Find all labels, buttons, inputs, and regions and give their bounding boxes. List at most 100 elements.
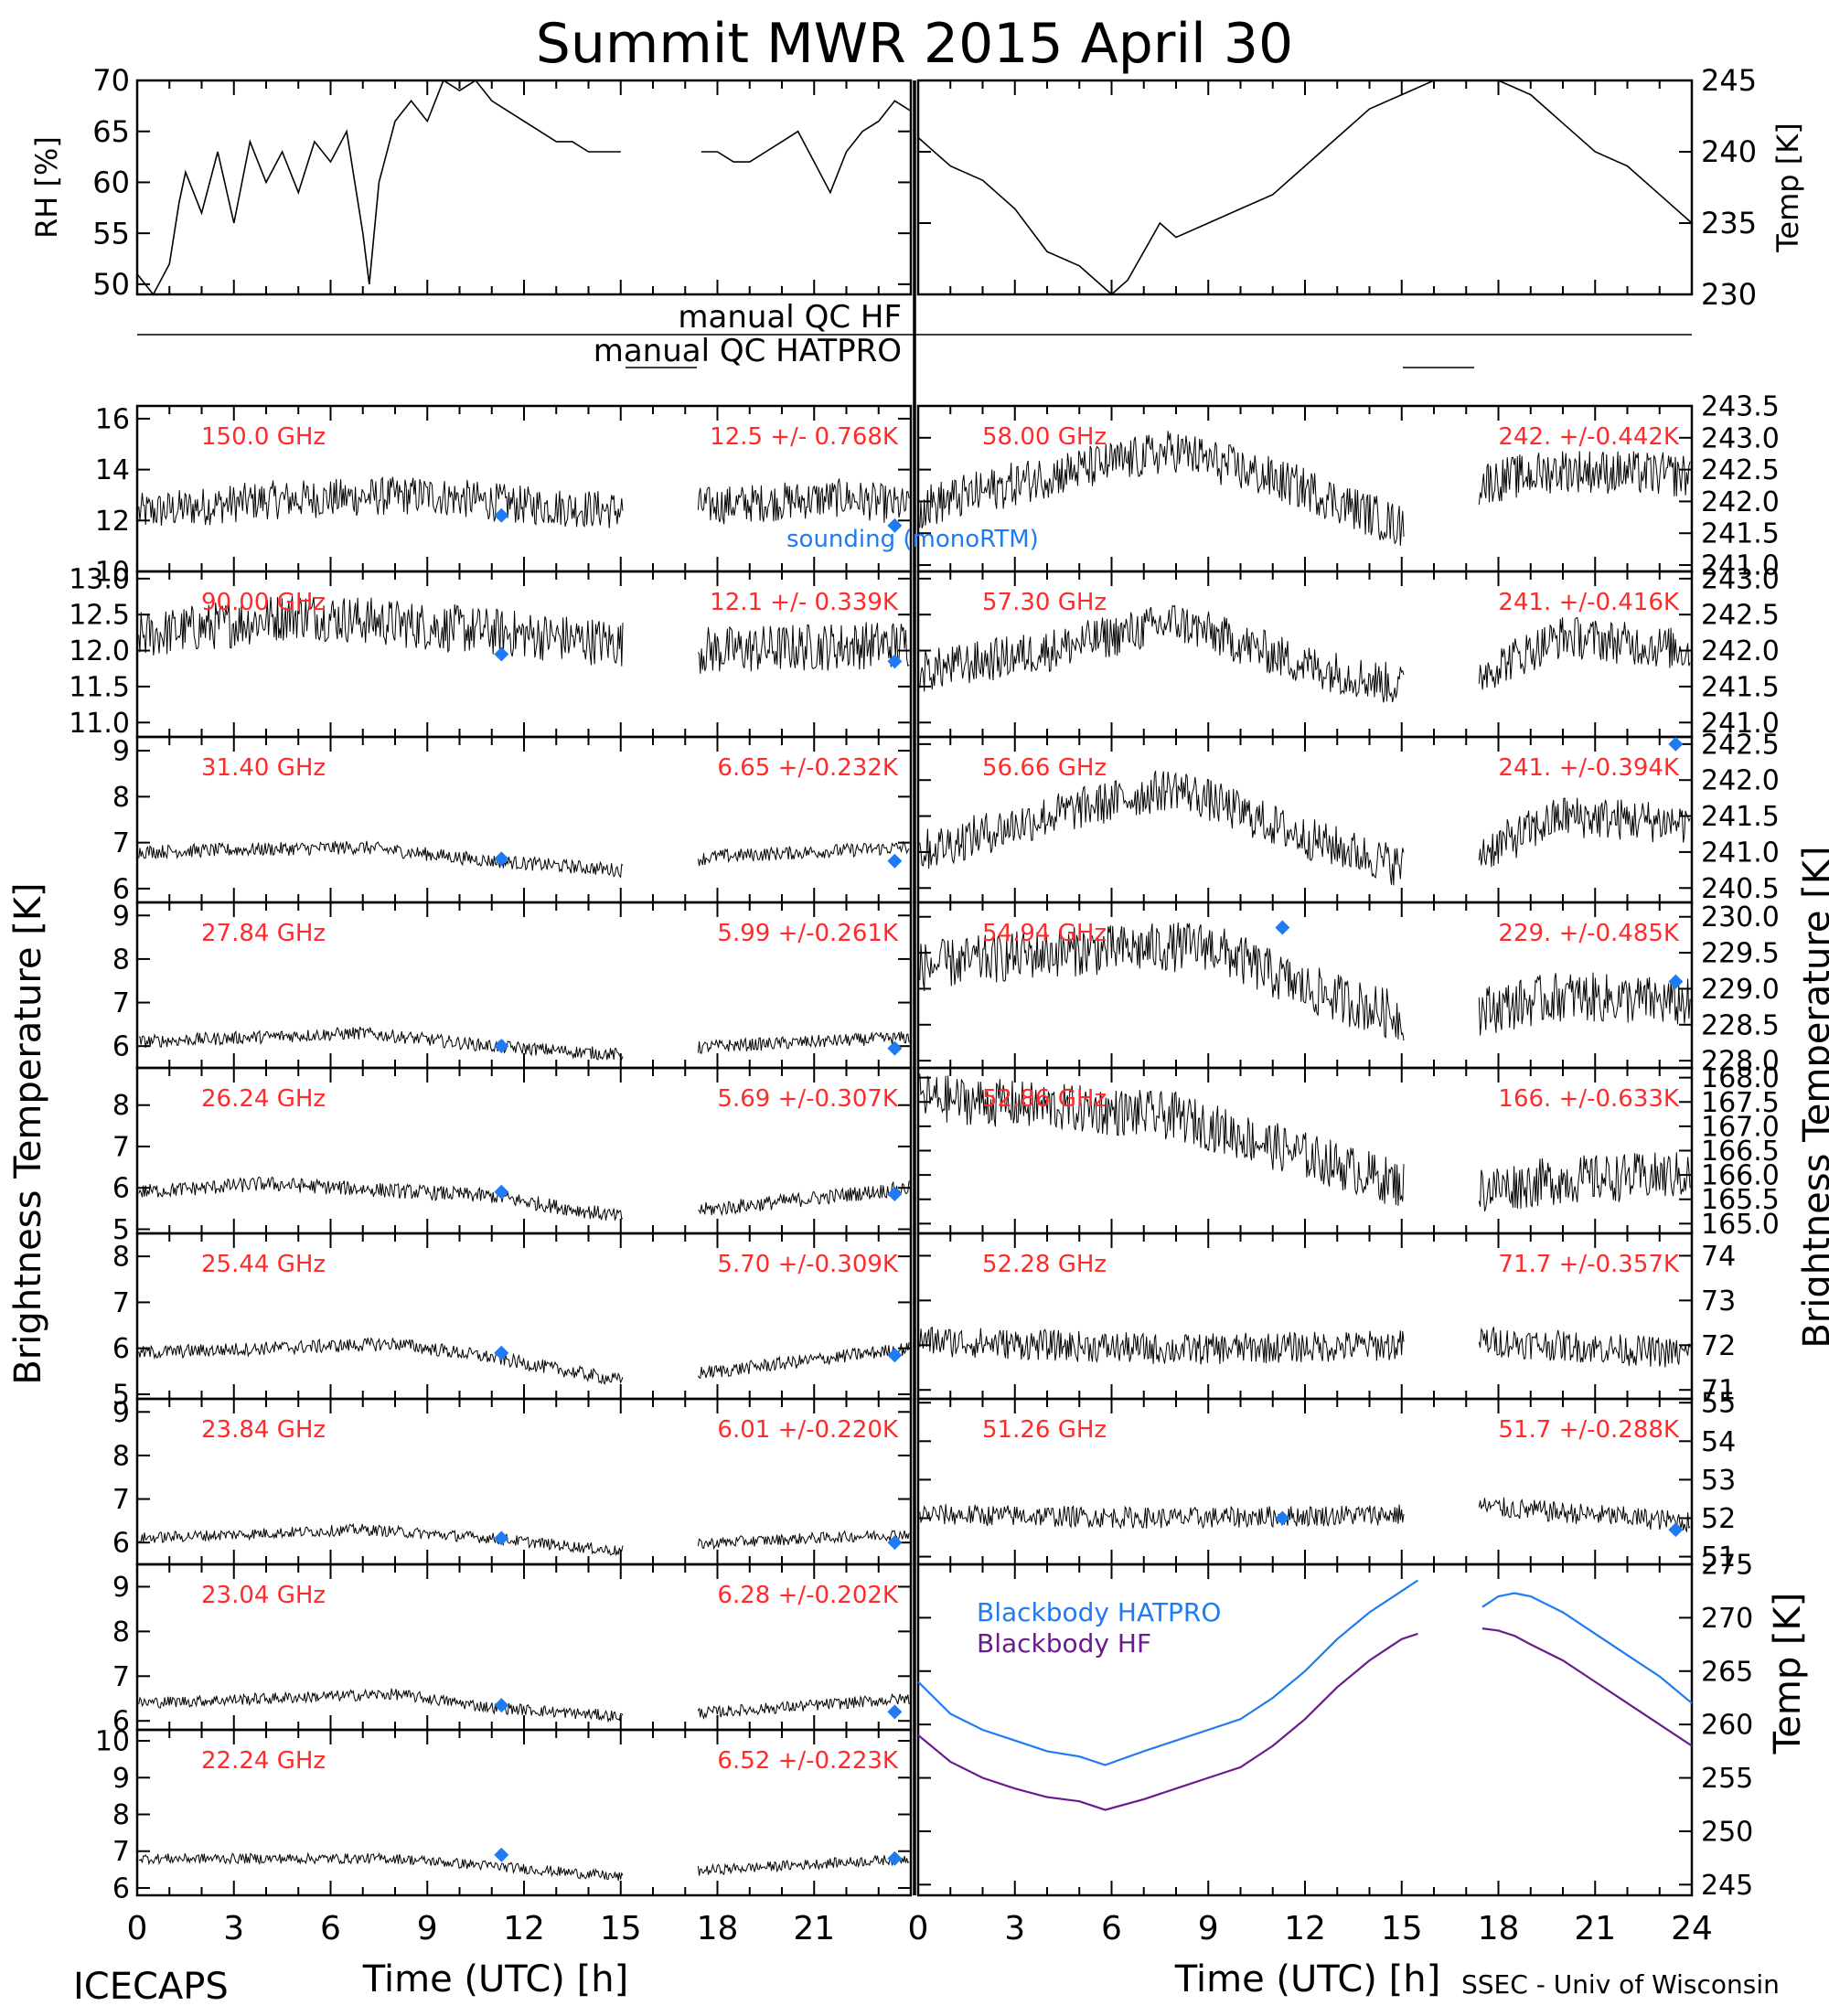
channel-left-0-ytick-label: 14 — [95, 454, 130, 486]
channel-left-8-ytick-label: 8 — [112, 1799, 130, 1831]
channel-left-2-sounding-marker — [887, 853, 903, 869]
rh-panel-ytick-label: 65 — [92, 114, 130, 149]
channel-left-3-ytick-label: 6 — [112, 1031, 130, 1063]
channel-left-6-ytick-label: 8 — [112, 1440, 130, 1472]
blackbody-panel-ytick-label: 255 — [1701, 1763, 1753, 1795]
channel-right-5-ytick-label: 71 — [1701, 1375, 1736, 1407]
channel-left-1-frequency-label: 90.00 GHz — [201, 589, 326, 616]
channel-right-4-ytick-label: 166.5 — [1701, 1136, 1780, 1168]
x-tick-label-right: 15 — [1381, 1910, 1423, 1947]
channel-right-0-data-trace — [919, 431, 1691, 547]
channel-right-0-ytick-label: 242.5 — [1701, 454, 1780, 486]
channel-right-5-data-trace — [919, 1326, 1691, 1368]
channel-left-8-ytick-label: 6 — [112, 1872, 130, 1904]
channel-left-8-frequency-label: 22.24 GHz — [201, 1747, 326, 1775]
channel-right-6-ytick-label: 54 — [1701, 1426, 1736, 1458]
channel-left-5-sounding-marker — [887, 1348, 903, 1363]
channel-left-8-ytick-label: 10 — [95, 1726, 130, 1758]
channel-left-5-sounding-marker — [494, 1345, 509, 1360]
channel-right-4-ytick-label: 166.0 — [1701, 1160, 1780, 1192]
channel-left-1-ytick-label: 11.5 — [69, 671, 130, 703]
channel-left-6-sounding-marker — [887, 1535, 903, 1551]
blackbody-panel-ytick-label: 265 — [1701, 1656, 1753, 1688]
channel-left-8-stat-label: 6.52 +/-0.223K — [717, 1747, 899, 1775]
channel-right-0-ytick-label: 243.5 — [1701, 391, 1780, 423]
channel-right-4-ytick-label: 168.0 — [1701, 1062, 1780, 1094]
channel-right-2-frequency-label: 56.66 GHz — [982, 754, 1107, 782]
rh-axis-label: RH [%] — [29, 136, 64, 239]
channel-left-7-data-trace — [138, 1688, 910, 1723]
channel-left-4-ytick-label: 7 — [112, 1131, 130, 1163]
x-tick-label-left: 21 — [793, 1910, 835, 1947]
channel-left-5-stat-label: 5.70 +/-0.309K — [717, 1251, 899, 1278]
channel-left-6-ytick-label: 6 — [112, 1528, 130, 1560]
footer-right: SSEC - Univ of Wisconsin — [1461, 1969, 1780, 2000]
x-tick-label-left: 18 — [697, 1910, 739, 1947]
channel-left-6-ytick-label: 9 — [112, 1397, 130, 1429]
channel-left-6-ytick-label: 7 — [112, 1484, 130, 1516]
channel-left-5-ytick-label: 8 — [112, 1242, 130, 1274]
channel-left-1-sounding-marker — [494, 646, 509, 662]
channel-right-1-stat-label: 241. +/-0.416K — [1498, 589, 1680, 616]
channel-right-5-stat-label: 71.7 +/-0.357K — [1498, 1251, 1680, 1278]
channel-right-3-sounding-marker — [1275, 920, 1290, 935]
channel-right-0-frequency-label: 58.00 GHz — [982, 423, 1107, 451]
rh-panel-ytick-label: 60 — [92, 165, 130, 200]
channel-right-0-ytick-label: 243.0 — [1701, 422, 1780, 454]
blackbody-panel-ytick-label: 270 — [1701, 1603, 1753, 1635]
channel-left-3-ytick-label: 8 — [112, 944, 130, 976]
channel-left-4-sounding-marker — [887, 1187, 903, 1202]
x-tick-label-left: 9 — [417, 1910, 438, 1947]
channel-right-4-frequency-label: 52.86 GHz — [982, 1085, 1107, 1113]
x-tick-label-left: 3 — [223, 1910, 244, 1947]
blackbody-panel-ytick-label: 260 — [1701, 1710, 1753, 1742]
channel-left-2-frequency-label: 31.40 GHz — [201, 754, 326, 782]
x-tick-label-left: 12 — [503, 1910, 545, 1947]
channel-left-2-stat-label: 6.65 +/-0.232K — [717, 754, 899, 782]
channel-left-0-frequency-label: 150.0 GHz — [201, 423, 326, 451]
blackbody-series-line — [917, 1632, 1418, 1811]
channel-left-7-sounding-marker — [887, 1704, 903, 1720]
channel-left-0-ytick-label: 10 — [95, 557, 130, 589]
channel-left-6-stat-label: 6.01 +/-0.220K — [717, 1416, 899, 1444]
rh-series-line — [136, 79, 621, 296]
blackbody-panel-ytick-label: 250 — [1701, 1816, 1753, 1848]
channel-right-6-stat-label: 51.7 +/-0.288K — [1498, 1416, 1680, 1444]
blackbody-panel-ytick-label: 245 — [1701, 1870, 1753, 1902]
channel-right-6-sounding-marker — [1275, 1510, 1290, 1526]
channel-right-3-data-trace — [919, 922, 1691, 1041]
x-tick-label-right: 6 — [1101, 1910, 1122, 1947]
channel-left-6-data-trace — [138, 1522, 910, 1556]
channel-left-7-ytick-label: 7 — [112, 1661, 130, 1693]
channel-right-1-ytick-label: 241.0 — [1701, 708, 1780, 740]
channel-right-4-ytick-label: 167.5 — [1701, 1087, 1780, 1119]
channel-right-3-frequency-label: 54.94 GHz — [982, 920, 1107, 947]
channel-right-5-ytick-label: 72 — [1701, 1330, 1736, 1362]
channel-left-1-ytick-label: 13.0 — [69, 563, 130, 595]
channel-right-4-ytick-label: 165.0 — [1701, 1209, 1780, 1241]
temp-panel-ytick-label: 235 — [1701, 206, 1757, 240]
qc-hatpro-label: manual QC HATPRO — [594, 333, 902, 369]
channel-left-5-frequency-label: 25.44 GHz — [201, 1251, 326, 1278]
channel-left-1-ytick-label: 12.0 — [69, 635, 130, 667]
channel-right-4-stat-label: 166. +/-0.633K — [1498, 1085, 1680, 1113]
channel-left-8-sounding-marker — [887, 1851, 903, 1866]
channel-left-4-ytick-label: 5 — [112, 1214, 130, 1246]
blackbody-legend-label: Blackbody HATPRO — [977, 1597, 1221, 1627]
channel-left-4-ytick-label: 8 — [112, 1090, 130, 1122]
x-axis-label-right: Time (UTC) [h] — [1174, 1958, 1440, 2000]
channel-left-1-ytick-label: 11.0 — [69, 708, 130, 740]
temp-axis-label: Temp [K] — [1770, 123, 1805, 252]
channel-left-4-ytick-label: 6 — [112, 1173, 130, 1205]
channel-right-2-data-trace — [919, 771, 1691, 886]
channel-left-3-sounding-marker — [887, 1040, 903, 1056]
channel-left-0-ytick-label: 16 — [95, 403, 130, 435]
channel-left-4-sounding-marker — [494, 1184, 509, 1200]
channel-left-8-ytick-label: 9 — [112, 1763, 130, 1795]
channel-right-4-data-trace — [919, 1073, 1691, 1212]
channel-left-7-stat-label: 6.28 +/-0.202K — [717, 1582, 899, 1609]
chart-title: Summit MWR 2015 April 30 — [536, 12, 1293, 76]
channel-left-0-sounding-marker — [494, 507, 509, 523]
x-tick-label-right: 21 — [1574, 1910, 1616, 1947]
